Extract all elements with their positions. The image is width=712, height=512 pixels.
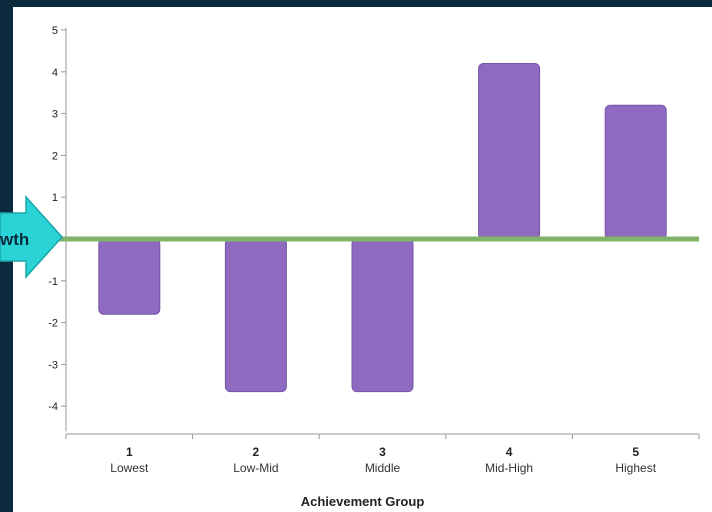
bar [479, 63, 540, 239]
callout-label: wth [0, 230, 40, 250]
y-tick-label: 3 [52, 109, 58, 121]
bar [605, 105, 666, 239]
x-tick-label: 2 [253, 445, 260, 459]
x-tick-sublabel: Low-Mid [233, 461, 278, 475]
x-tick-label: 3 [379, 445, 386, 459]
bar [352, 239, 413, 392]
y-tick-label: -2 [48, 318, 58, 330]
y-tick-label: 5 [52, 25, 58, 37]
x-axis: 1 Lowest 2 Low-Mid 3 Middle 4 Mid-High 5 Highest [66, 434, 699, 475]
x-tick-sublabel: Lowest [110, 461, 149, 475]
x-tick-sublabel: Highest [615, 461, 656, 475]
bars [99, 63, 666, 391]
bar [99, 239, 160, 314]
x-tick-label: 5 [632, 445, 639, 459]
y-tick-label: -4 [48, 401, 58, 413]
x-axis-title: Achievement Group [13, 494, 712, 509]
x-tick-sublabel: Mid-High [485, 461, 533, 475]
x-tick-label: 1 [126, 445, 133, 459]
y-tick-label: 2 [52, 150, 58, 162]
x-tick-sublabel: Middle [365, 461, 401, 475]
y-tick-label: 4 [52, 67, 58, 79]
x-tick-label: 4 [506, 445, 513, 459]
bar [225, 239, 286, 392]
y-tick-label: -3 [48, 359, 58, 371]
